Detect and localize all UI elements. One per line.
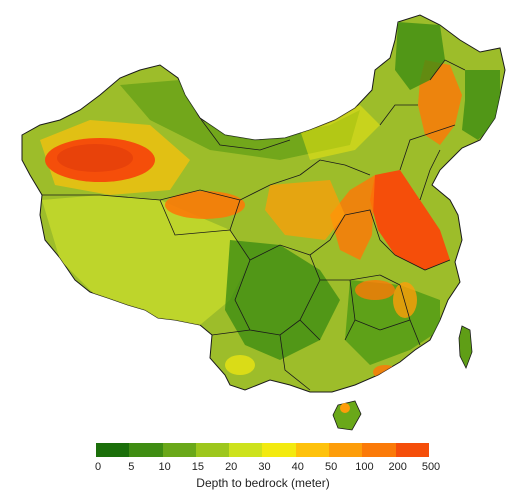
tarim-basin-core: [57, 144, 133, 172]
legend-tick-label: 15: [191, 461, 205, 473]
loess-plateau-zone: [265, 180, 345, 240]
north-china-plain-hotspot: [370, 170, 450, 270]
legend-swatch-7: [329, 443, 363, 457]
legend-tick-label: 500: [421, 461, 441, 473]
tibet-plateau-region: [42, 195, 250, 325]
poyang-lowland-zone: [393, 282, 417, 318]
legend-tick-label: 10: [158, 461, 171, 473]
legend-tick-label: 50: [324, 461, 338, 473]
legend-swatch-9: [395, 443, 429, 457]
changbai-forest-zone: [462, 70, 500, 140]
hainan-patch: [340, 403, 350, 413]
hainan-island: [332, 400, 362, 431]
northern-green-band: [120, 80, 360, 160]
legend-swatch-1: [129, 443, 163, 457]
legend-color-bar: [96, 443, 429, 457]
northeast-forest-zone: [395, 22, 445, 90]
yunnan-patch: [225, 355, 255, 375]
qaidam-basin-zone: [165, 191, 245, 219]
legend-tick-label: 5: [128, 461, 135, 473]
legend-tick-label: 200: [388, 461, 407, 473]
legend-swatch-8: [362, 443, 396, 457]
legend-tick-label: 0: [94, 461, 102, 473]
legend-tick-label: 100: [355, 461, 374, 473]
legend-title: Depth to bedrock (meter): [196, 476, 330, 490]
legend-swatch-6: [295, 443, 330, 457]
southwest-green-zone: [225, 240, 340, 360]
northeast-plain-zone: [418, 60, 462, 145]
taiwan-island: [458, 325, 473, 369]
legend-swatch-2: [162, 443, 196, 457]
inner-mongolia-zone: [300, 105, 380, 160]
yangtze-lowland-zone: [355, 280, 395, 300]
legend-tick-label: 20: [225, 461, 238, 473]
legend-tick-label: 30: [258, 461, 271, 473]
legend-swatch-3: [195, 443, 230, 457]
legend-tick-label: 40: [291, 461, 304, 473]
legend-swatch-4: [229, 443, 263, 457]
province-boundaries: [42, 59, 466, 391]
legend-swatch-0: [96, 443, 130, 457]
north-china-plain-orange: [330, 175, 375, 260]
legend-swatch-5: [262, 443, 296, 457]
pearl-river-zone: [373, 365, 397, 379]
